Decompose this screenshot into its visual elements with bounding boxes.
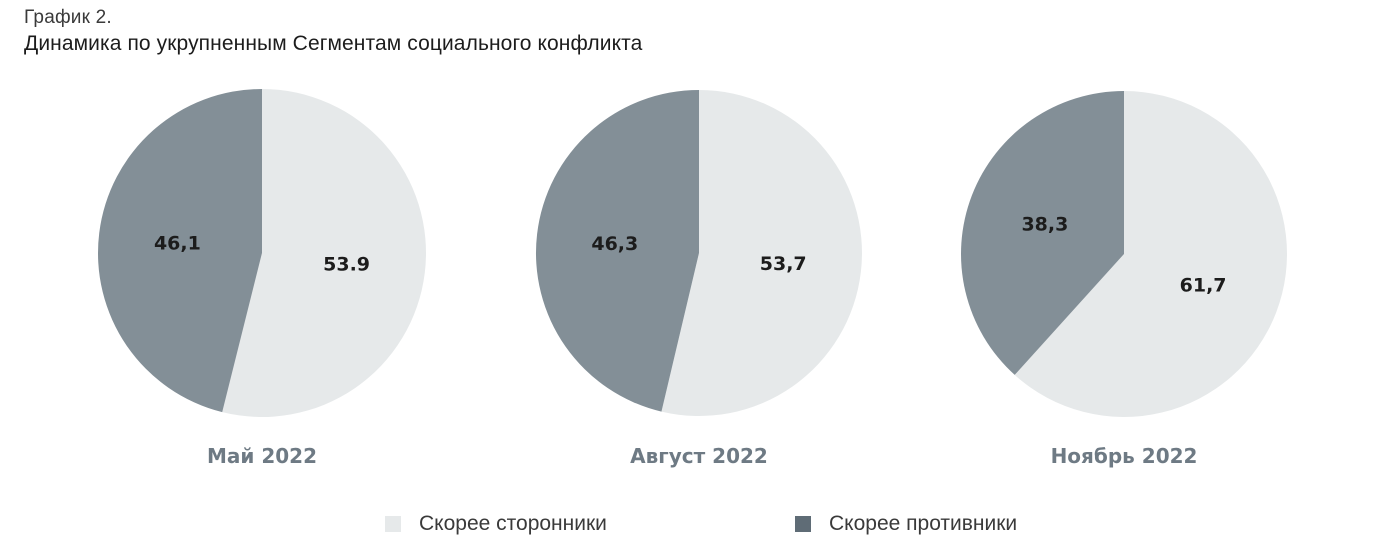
pie-slice-opponents [97, 89, 263, 413]
slice-value-label: 46,1 [154, 233, 201, 255]
period-label: Август 2022 [630, 444, 768, 468]
pie-slice-opponents [961, 91, 1124, 375]
pie-slice-opponents [535, 89, 699, 412]
pie-charts: 53.9 46,1 Май 2022 53,7 46,3 Август 2022 61,7 3… [97, 89, 1288, 468]
legend-item-opponents: Скорее противники [795, 512, 1017, 536]
legend-item-supporters: Скорее сторонники [385, 512, 607, 536]
figure-label: График 2. [24, 7, 112, 28]
chart-title: Динамика по укрупненным Сегментам социал… [24, 32, 643, 55]
legend-swatch-opponents [795, 516, 811, 532]
slice-value-label: 38,3 [1021, 214, 1068, 236]
pie-slice-supporters [1014, 90, 1288, 417]
slice-value-label: 46,3 [591, 233, 638, 255]
pie-slice-supporters [661, 90, 862, 416]
slice-value-label: 53,7 [760, 253, 807, 275]
legend-label-supporters: Скорее сторонники [419, 512, 607, 535]
pie-slice-supporters [222, 89, 426, 418]
period-label: Май 2022 [207, 444, 317, 468]
slice-value-label: 53.9 [323, 253, 370, 275]
legend-swatch-supporters [385, 516, 401, 532]
period-label: Ноябрь 2022 [1051, 444, 1198, 468]
legend-label-opponents: Скорее противники [829, 512, 1018, 535]
slice-value-label: 61,7 [1180, 275, 1227, 297]
